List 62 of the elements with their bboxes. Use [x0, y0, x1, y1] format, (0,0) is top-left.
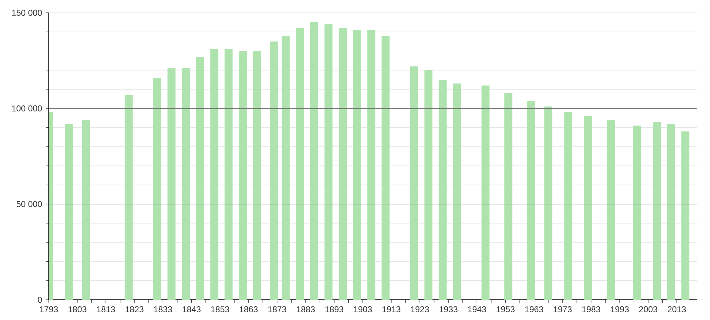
x-tick-label: 2003: [639, 306, 658, 313]
bar: [482, 86, 490, 300]
x-tick-label: 1813: [97, 306, 116, 313]
x-tick-label: 1863: [240, 306, 258, 313]
x-tick-label: 1843: [182, 306, 201, 313]
x-tick-label: 1893: [326, 306, 344, 313]
bar: [270, 42, 279, 300]
bar: [653, 122, 662, 300]
x-tick-label: 1963: [525, 306, 544, 313]
y-tick-label: 0: [38, 296, 42, 303]
bar: [224, 49, 233, 300]
x-tick-label: 2013: [668, 306, 686, 313]
y-tick-label: 50 000: [16, 201, 42, 208]
x-tick-label: 1913: [382, 306, 401, 313]
bar: [168, 68, 176, 300]
bar: [296, 28, 304, 300]
x-tick-label: 1903: [354, 306, 372, 313]
x-tick-label: 1803: [68, 306, 87, 313]
bar: [282, 36, 290, 300]
x-tick-label: 1853: [211, 306, 230, 313]
bar: [253, 51, 262, 300]
x-tick-label: 1833: [154, 306, 172, 313]
x-tick-label: 1993: [611, 306, 629, 313]
y-tick-label: 100 000: [12, 106, 42, 112]
bar: [682, 132, 690, 300]
bar: [339, 28, 348, 300]
x-tick-label: 1923: [411, 306, 430, 313]
bar: [424, 70, 433, 300]
x-tick-label: 1943: [468, 306, 486, 313]
bar: [239, 51, 248, 300]
x-tick-label: 1953: [496, 306, 515, 313]
bar: [353, 30, 362, 300]
x-tick-label: 1793: [40, 306, 58, 313]
bar: [544, 106, 553, 300]
bar: [310, 22, 318, 300]
bar: [438, 80, 447, 300]
bar: [210, 49, 219, 300]
bar: [667, 124, 676, 300]
y-tick-label: 150 000: [12, 10, 42, 16]
bar: [564, 112, 573, 300]
bar: [410, 66, 418, 300]
bar: [182, 68, 190, 300]
bar: [382, 36, 390, 300]
bar: [82, 120, 90, 300]
bar: [368, 30, 376, 300]
x-tick-label: 1933: [440, 306, 458, 313]
bar: [584, 116, 593, 300]
bar: [153, 78, 162, 300]
bar: [64, 124, 73, 300]
bar: [527, 101, 536, 300]
bar: [633, 126, 642, 300]
x-tick-label: 1873: [268, 306, 286, 313]
bar: [124, 95, 133, 300]
x-tick-label: 1983: [582, 306, 600, 313]
bar: [196, 56, 204, 300]
bar: [324, 24, 333, 300]
bar: [607, 120, 616, 300]
x-tick-label: 1823: [126, 306, 144, 313]
x-tick-label: 1973: [554, 306, 572, 313]
x-tick-label: 1883: [297, 306, 315, 313]
bar: [453, 84, 462, 300]
bar: [504, 93, 513, 300]
